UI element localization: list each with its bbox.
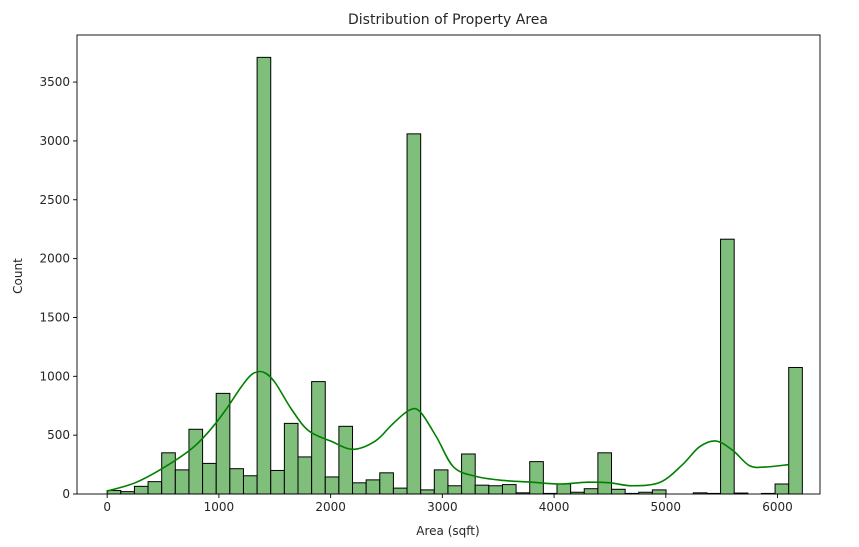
histogram-bar [788, 366, 803, 495]
histogram-bar [433, 469, 449, 495]
y-tick-label: 2500 [39, 193, 70, 207]
histogram-bar [242, 475, 258, 495]
histogram-bar [324, 476, 340, 495]
histogram-bar [352, 482, 367, 495]
x-axis-label: Area (sqft) [416, 524, 479, 538]
histogram-bar [379, 472, 394, 495]
y-tick-label: 1500 [39, 310, 70, 324]
histogram-bar [720, 238, 735, 495]
y-tick-label: 2000 [39, 252, 70, 266]
histogram-bar [597, 452, 613, 495]
histogram-bar [270, 469, 285, 495]
x-tick-label: 2000 [315, 500, 346, 514]
histogram-bar [501, 484, 517, 495]
histogram-bar [188, 428, 204, 495]
histogram-bar [420, 489, 435, 495]
y-tick-label: 1000 [39, 369, 70, 383]
histogram-bar [161, 452, 176, 495]
histogram-bar [283, 422, 299, 495]
histogram-bar [297, 456, 313, 495]
plot-frame [76, 34, 821, 495]
histogram-bar [474, 484, 490, 495]
y-tick-label: 0 [62, 487, 70, 501]
y-tick-label: 500 [47, 428, 70, 442]
histogram-bar [447, 485, 463, 495]
histogram-bar [174, 469, 190, 495]
histogram-bar [229, 468, 244, 495]
histogram-bar [651, 489, 667, 495]
histogram-bar [147, 481, 163, 495]
histogram-bar [406, 133, 422, 495]
x-tick-label: 4000 [539, 500, 570, 514]
chart-title: Distribution of Property Area [348, 12, 548, 28]
histogram-bar [488, 485, 503, 495]
x-tick-label: 6000 [762, 500, 793, 514]
histogram-bar [774, 483, 790, 495]
histogram-bar [583, 488, 599, 495]
plot-area: 0 1000 2000 3000 4000 5000 6000 0 500 1000 1500 200… [39, 34, 821, 514]
y-tick-label: 3000 [39, 134, 70, 148]
histogram-bar [365, 479, 381, 495]
histogram-bar [338, 425, 354, 495]
y-tick-label: 3500 [39, 75, 70, 89]
kde-line [106, 370, 789, 492]
histogram-bar [556, 483, 572, 495]
x-tick-label: 1000 [204, 500, 235, 514]
histogram-bar [215, 392, 231, 495]
x-tick-label: 0 [103, 500, 111, 514]
histogram-bar [392, 487, 408, 495]
histogram-bar [611, 488, 626, 495]
x-tick-label: 3000 [427, 500, 458, 514]
histogram-bar [202, 462, 217, 495]
histogram-bar [529, 461, 544, 495]
y-axis-label: Count [11, 258, 25, 294]
histogram-bar [256, 56, 272, 495]
x-tick-label: 5000 [651, 500, 682, 514]
histogram-bar [133, 485, 149, 495]
